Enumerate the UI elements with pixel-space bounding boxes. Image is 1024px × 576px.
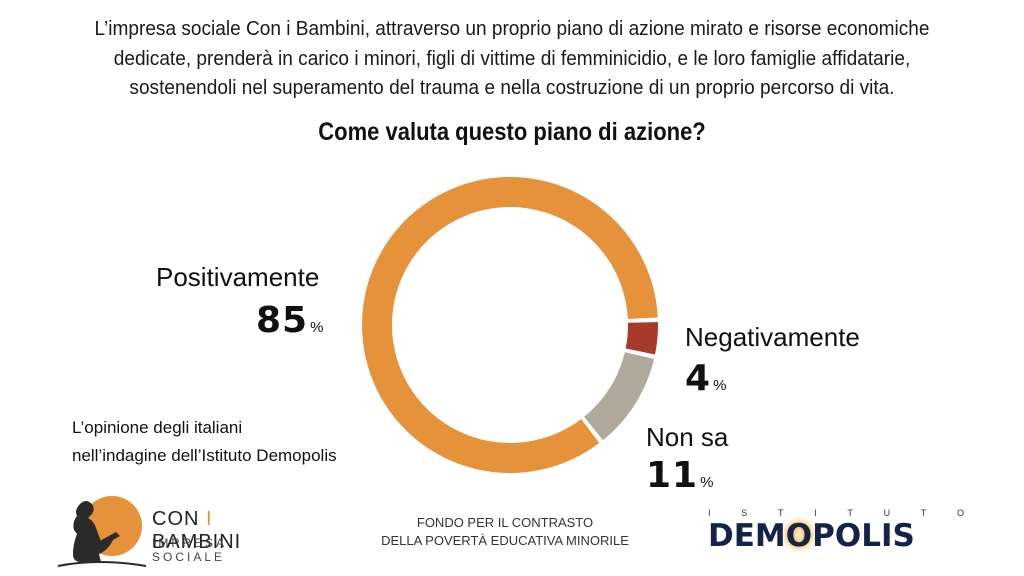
fondo-line: DELLA POVERTÀ EDUCATIVA MINORILE [381, 533, 629, 548]
fondo-line: FONDO PER IL CONTRASTO [416, 515, 594, 530]
label-negativamente: Negativamente [685, 322, 860, 352]
label-positivamente: Positivamente [156, 262, 320, 292]
istituto-letter: S [741, 508, 748, 518]
istituto-letter: T [920, 508, 927, 518]
istituto-letter: T [847, 508, 853, 518]
con-i-bambini-logo: CON I BAMBINI IMPRESA SOCIALE [54, 490, 304, 570]
chart-title: Come valuta questo piano di azione? [318, 118, 706, 146]
value-unit: % [713, 377, 727, 394]
value-negativamente: 4% [685, 358, 726, 399]
survey-note: L’opinione degli italiani nell’indagine … [72, 414, 337, 470]
brand-suffix: BAMBINI [152, 531, 242, 553]
word-part: POLIS [812, 518, 915, 554]
intro-line: dedicate, prenderà in carico i minori, f… [113, 46, 911, 70]
value-number: 85 [256, 300, 309, 341]
note-line: nell’indagine dell’Istituto Demopolis [72, 446, 337, 465]
istituto-letter: O [956, 508, 964, 518]
istituto-letter: T [777, 508, 784, 518]
note-line: L’opinione degli italiani [72, 418, 243, 437]
intro-line: L’impresa sociale Con i Bambini, attrave… [94, 17, 930, 40]
demopolis-word: DEMOPOLIS [708, 518, 915, 554]
value-non-sa: 11% [646, 455, 713, 496]
child-reading-icon [57, 496, 147, 567]
value-number: 4 [685, 358, 712, 399]
donut-slice-negativamente [625, 322, 658, 355]
brand-name: CON I BAMBINI [152, 508, 304, 554]
brand-subtitle: IMPRESA SOCIALE [152, 536, 227, 564]
word-part: DEM [708, 518, 786, 554]
value-number: 11 [646, 455, 699, 496]
brand-accent: I [206, 508, 213, 530]
value-unit: % [310, 319, 324, 336]
istituto-letter: U [883, 508, 891, 518]
istituto-letter: I [814, 508, 817, 518]
value-unit: % [700, 474, 714, 491]
istituto-letter: I [708, 508, 711, 518]
word-o: O [785, 518, 813, 554]
intro-text: L’impresa sociale Con i Bambini, attrave… [73, 14, 951, 103]
label-non-sa: Non sa [646, 422, 729, 452]
fondo-text: FONDO PER IL CONTRASTO DELLA POVERTÀ EDU… [340, 514, 670, 550]
brand-prefix: CON [152, 508, 206, 530]
donut-slice-non-sa [584, 352, 655, 441]
intro-line: sostenendoli nel superamento del trauma … [129, 76, 895, 99]
value-positivamente: 85% [256, 300, 323, 341]
